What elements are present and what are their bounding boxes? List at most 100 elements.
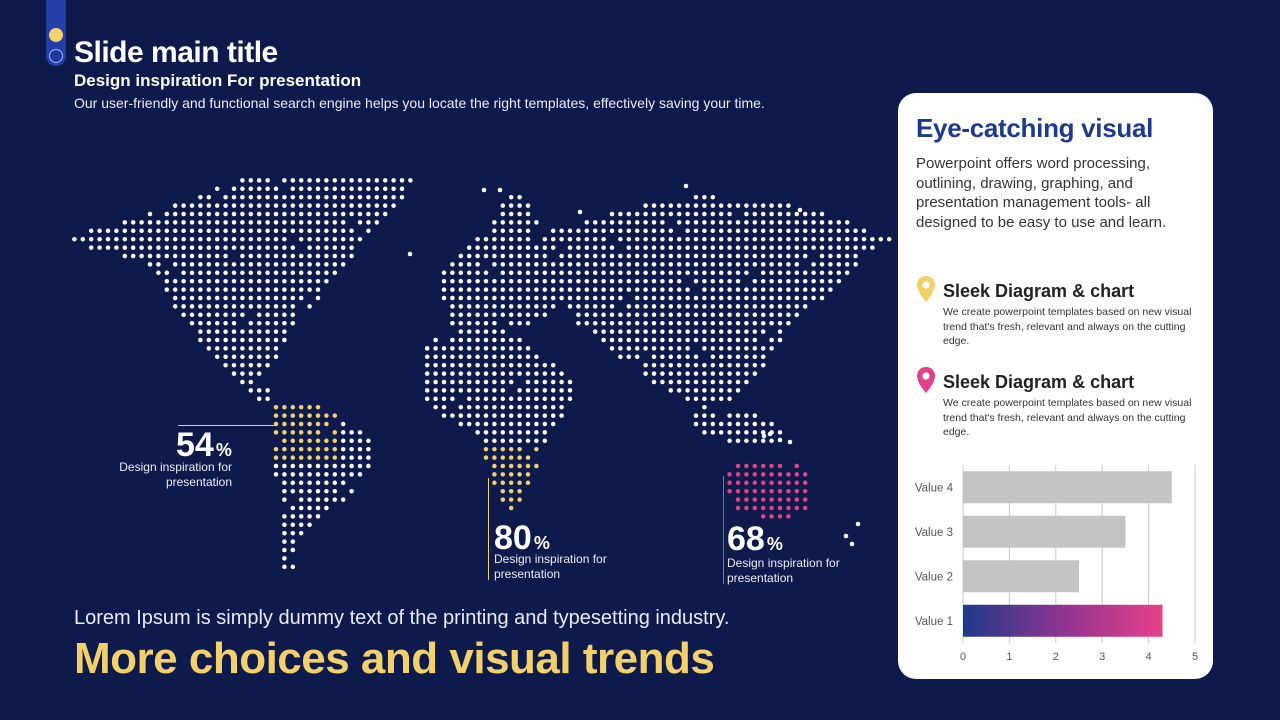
- map-dot: [223, 194, 228, 200]
- map-dot: [374, 194, 380, 200]
- map-dot: [601, 228, 606, 234]
- map-dot: [760, 304, 766, 309]
- map-dot: [542, 270, 548, 276]
- map-dot: [265, 211, 270, 217]
- map-dot: [752, 329, 758, 334]
- map-dot: [676, 379, 682, 385]
- map-dot: [525, 480, 531, 486]
- map-dot: [198, 329, 203, 334]
- map-dot: [592, 287, 598, 292]
- map-dot: [787, 439, 793, 445]
- map-dot: [702, 304, 707, 309]
- map-dot: [256, 194, 262, 200]
- map-dot: [735, 463, 741, 469]
- map-dot: [559, 253, 564, 259]
- map-dot: [475, 413, 480, 418]
- map-dot: [206, 312, 212, 318]
- map-dot: [357, 178, 363, 183]
- map-dot: [441, 354, 447, 360]
- map-dot: [290, 194, 296, 200]
- map-dot: [567, 278, 573, 284]
- map-dot: [760, 253, 766, 259]
- map-dot: [492, 463, 497, 469]
- map-dot: [332, 236, 338, 242]
- map-dot: [256, 329, 262, 334]
- map-dot: [315, 236, 321, 242]
- map-dot: [676, 278, 682, 284]
- map-dot: [88, 245, 94, 250]
- map-dot: [122, 245, 128, 250]
- map-dot: [206, 304, 212, 309]
- map-dot: [601, 245, 606, 250]
- map-dot: [458, 362, 464, 368]
- map-dot: [685, 253, 690, 259]
- map-dot: [676, 203, 682, 208]
- map-dot: [265, 329, 270, 334]
- map-dot: [500, 253, 506, 259]
- map-dot: [702, 194, 707, 200]
- map-dot: [189, 262, 195, 267]
- map-dot: [198, 228, 203, 234]
- map-dot: [660, 270, 665, 276]
- map-dot: [508, 236, 514, 242]
- map-dot: [634, 312, 640, 318]
- map-dot: [374, 220, 380, 225]
- map-dot: [240, 312, 245, 318]
- map-dot: [466, 295, 472, 301]
- map-dot: [290, 295, 296, 301]
- map-dot: [374, 211, 380, 217]
- map-dot: [214, 312, 220, 318]
- map-dot: [206, 203, 212, 208]
- map-dot: [584, 270, 590, 276]
- map-dot: [231, 211, 237, 217]
- map-dot: [466, 287, 472, 292]
- map-dot: [214, 304, 220, 309]
- map-dot: [172, 295, 178, 301]
- map-dot: [458, 295, 464, 301]
- map-dot: [819, 228, 825, 234]
- map-dot: [609, 278, 615, 284]
- map-dot: [256, 304, 262, 309]
- map-dot: [752, 480, 758, 486]
- map-dot: [786, 203, 791, 208]
- map-dot: [710, 262, 716, 267]
- map-dot: [450, 354, 455, 360]
- map-dot: [668, 354, 674, 360]
- map-dot: [441, 278, 447, 284]
- map-dot: [534, 354, 539, 360]
- map-dot: [668, 362, 674, 368]
- map-dot: [130, 236, 136, 242]
- map-dot: [206, 329, 212, 334]
- map-dot: [366, 203, 371, 208]
- map-dot: [550, 388, 556, 393]
- map-dot: [198, 278, 203, 284]
- map-dot: [298, 278, 304, 284]
- map-dot: [626, 220, 632, 225]
- category-label: Value 3: [915, 527, 953, 539]
- map-dot: [273, 430, 279, 435]
- map-dot: [534, 371, 539, 376]
- map-dot: [290, 312, 296, 318]
- map-dot: [517, 337, 522, 343]
- map-dot: [777, 287, 783, 292]
- map-dot: [282, 220, 287, 225]
- map-dot: [265, 262, 270, 267]
- map-dot: [265, 346, 270, 351]
- map-dot: [475, 245, 480, 250]
- map-dot: [256, 312, 262, 318]
- map-dot: [282, 488, 287, 494]
- map-dot: [660, 278, 665, 284]
- map-dot: [139, 220, 144, 225]
- map-dot: [315, 413, 321, 418]
- map-dot: [492, 220, 497, 225]
- map-dot: [651, 278, 657, 284]
- map-dot: [492, 287, 497, 292]
- map-dot: [651, 220, 657, 225]
- x-tick-label: 0: [960, 651, 966, 663]
- map-dot: [735, 329, 741, 334]
- map-dot: [802, 236, 808, 242]
- map-dot: [693, 262, 699, 267]
- map-dot: [223, 253, 228, 259]
- map-dot: [844, 220, 850, 225]
- map-dot: [735, 228, 741, 234]
